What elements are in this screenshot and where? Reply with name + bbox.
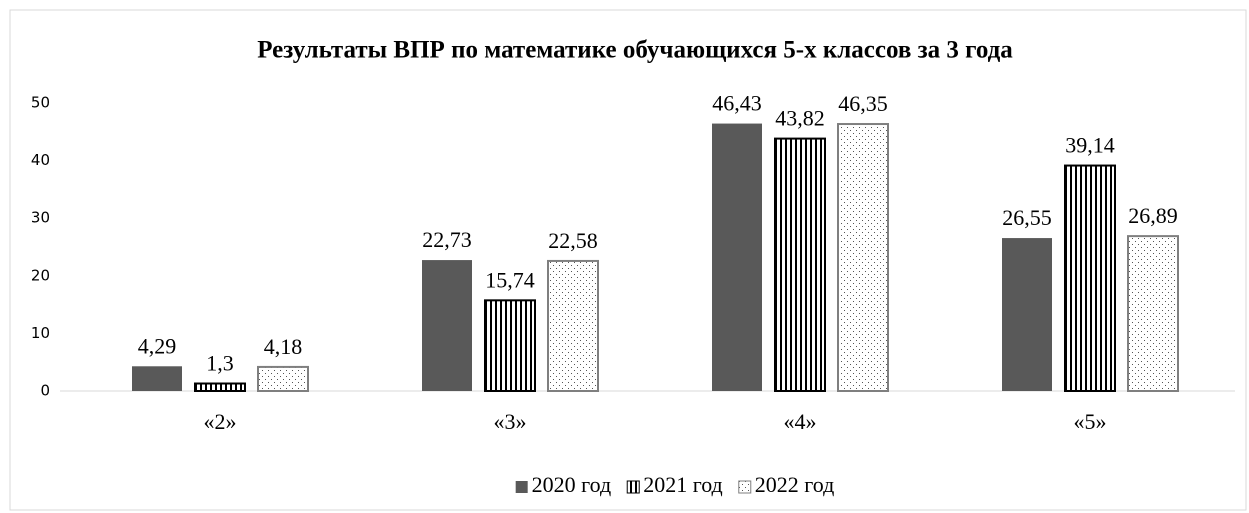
data-label: 43,82: [775, 106, 825, 131]
chart-title: Результаты ВПР по математике обучающихся…: [257, 37, 1013, 64]
bar: [1002, 238, 1052, 391]
data-label: 39,14: [1065, 133, 1115, 158]
bar: [257, 365, 309, 392]
x-tick-label: «4»: [784, 409, 817, 434]
x-tick-label: «2»: [204, 409, 237, 434]
legend-label: 2020 год: [532, 472, 612, 497]
data-label: 46,43: [712, 91, 762, 116]
bar: [422, 260, 472, 391]
data-label: 15,74: [485, 267, 535, 292]
bar: [194, 382, 246, 392]
data-label: 26,89: [1128, 203, 1178, 228]
y-tick-label: 30: [31, 209, 50, 227]
data-label: 4,29: [138, 333, 177, 358]
bar: [774, 137, 826, 392]
bar: [1127, 235, 1179, 392]
bar: [712, 123, 762, 391]
y-tick-label: 40: [31, 151, 50, 169]
data-label: 22,58: [548, 228, 598, 253]
bar: [1064, 164, 1116, 392]
legend-marker: [626, 480, 640, 494]
data-label: 26,55: [1002, 205, 1052, 230]
x-tick-label: «5»: [1074, 409, 1107, 434]
legend-label: 2021 год: [643, 472, 723, 497]
data-label: 4,18: [264, 334, 303, 359]
bar: [547, 259, 599, 393]
data-label: 22,73: [422, 227, 472, 252]
bar: [132, 366, 182, 391]
chart-border: [9, 9, 1247, 511]
y-tick-label: 20: [31, 266, 50, 284]
bar: [837, 123, 889, 393]
y-tick-label: 0: [40, 382, 50, 400]
data-label: 46,35: [838, 91, 888, 116]
legend-marker: [515, 481, 528, 493]
legend-marker: [738, 480, 752, 494]
bar: [484, 299, 536, 392]
x-tick-label: «3»: [494, 409, 527, 434]
legend-label: 2022 год: [755, 472, 835, 497]
y-tick-label: 50: [31, 94, 50, 112]
y-tick-label: 10: [31, 324, 50, 342]
data-label: 1,3: [206, 351, 234, 376]
